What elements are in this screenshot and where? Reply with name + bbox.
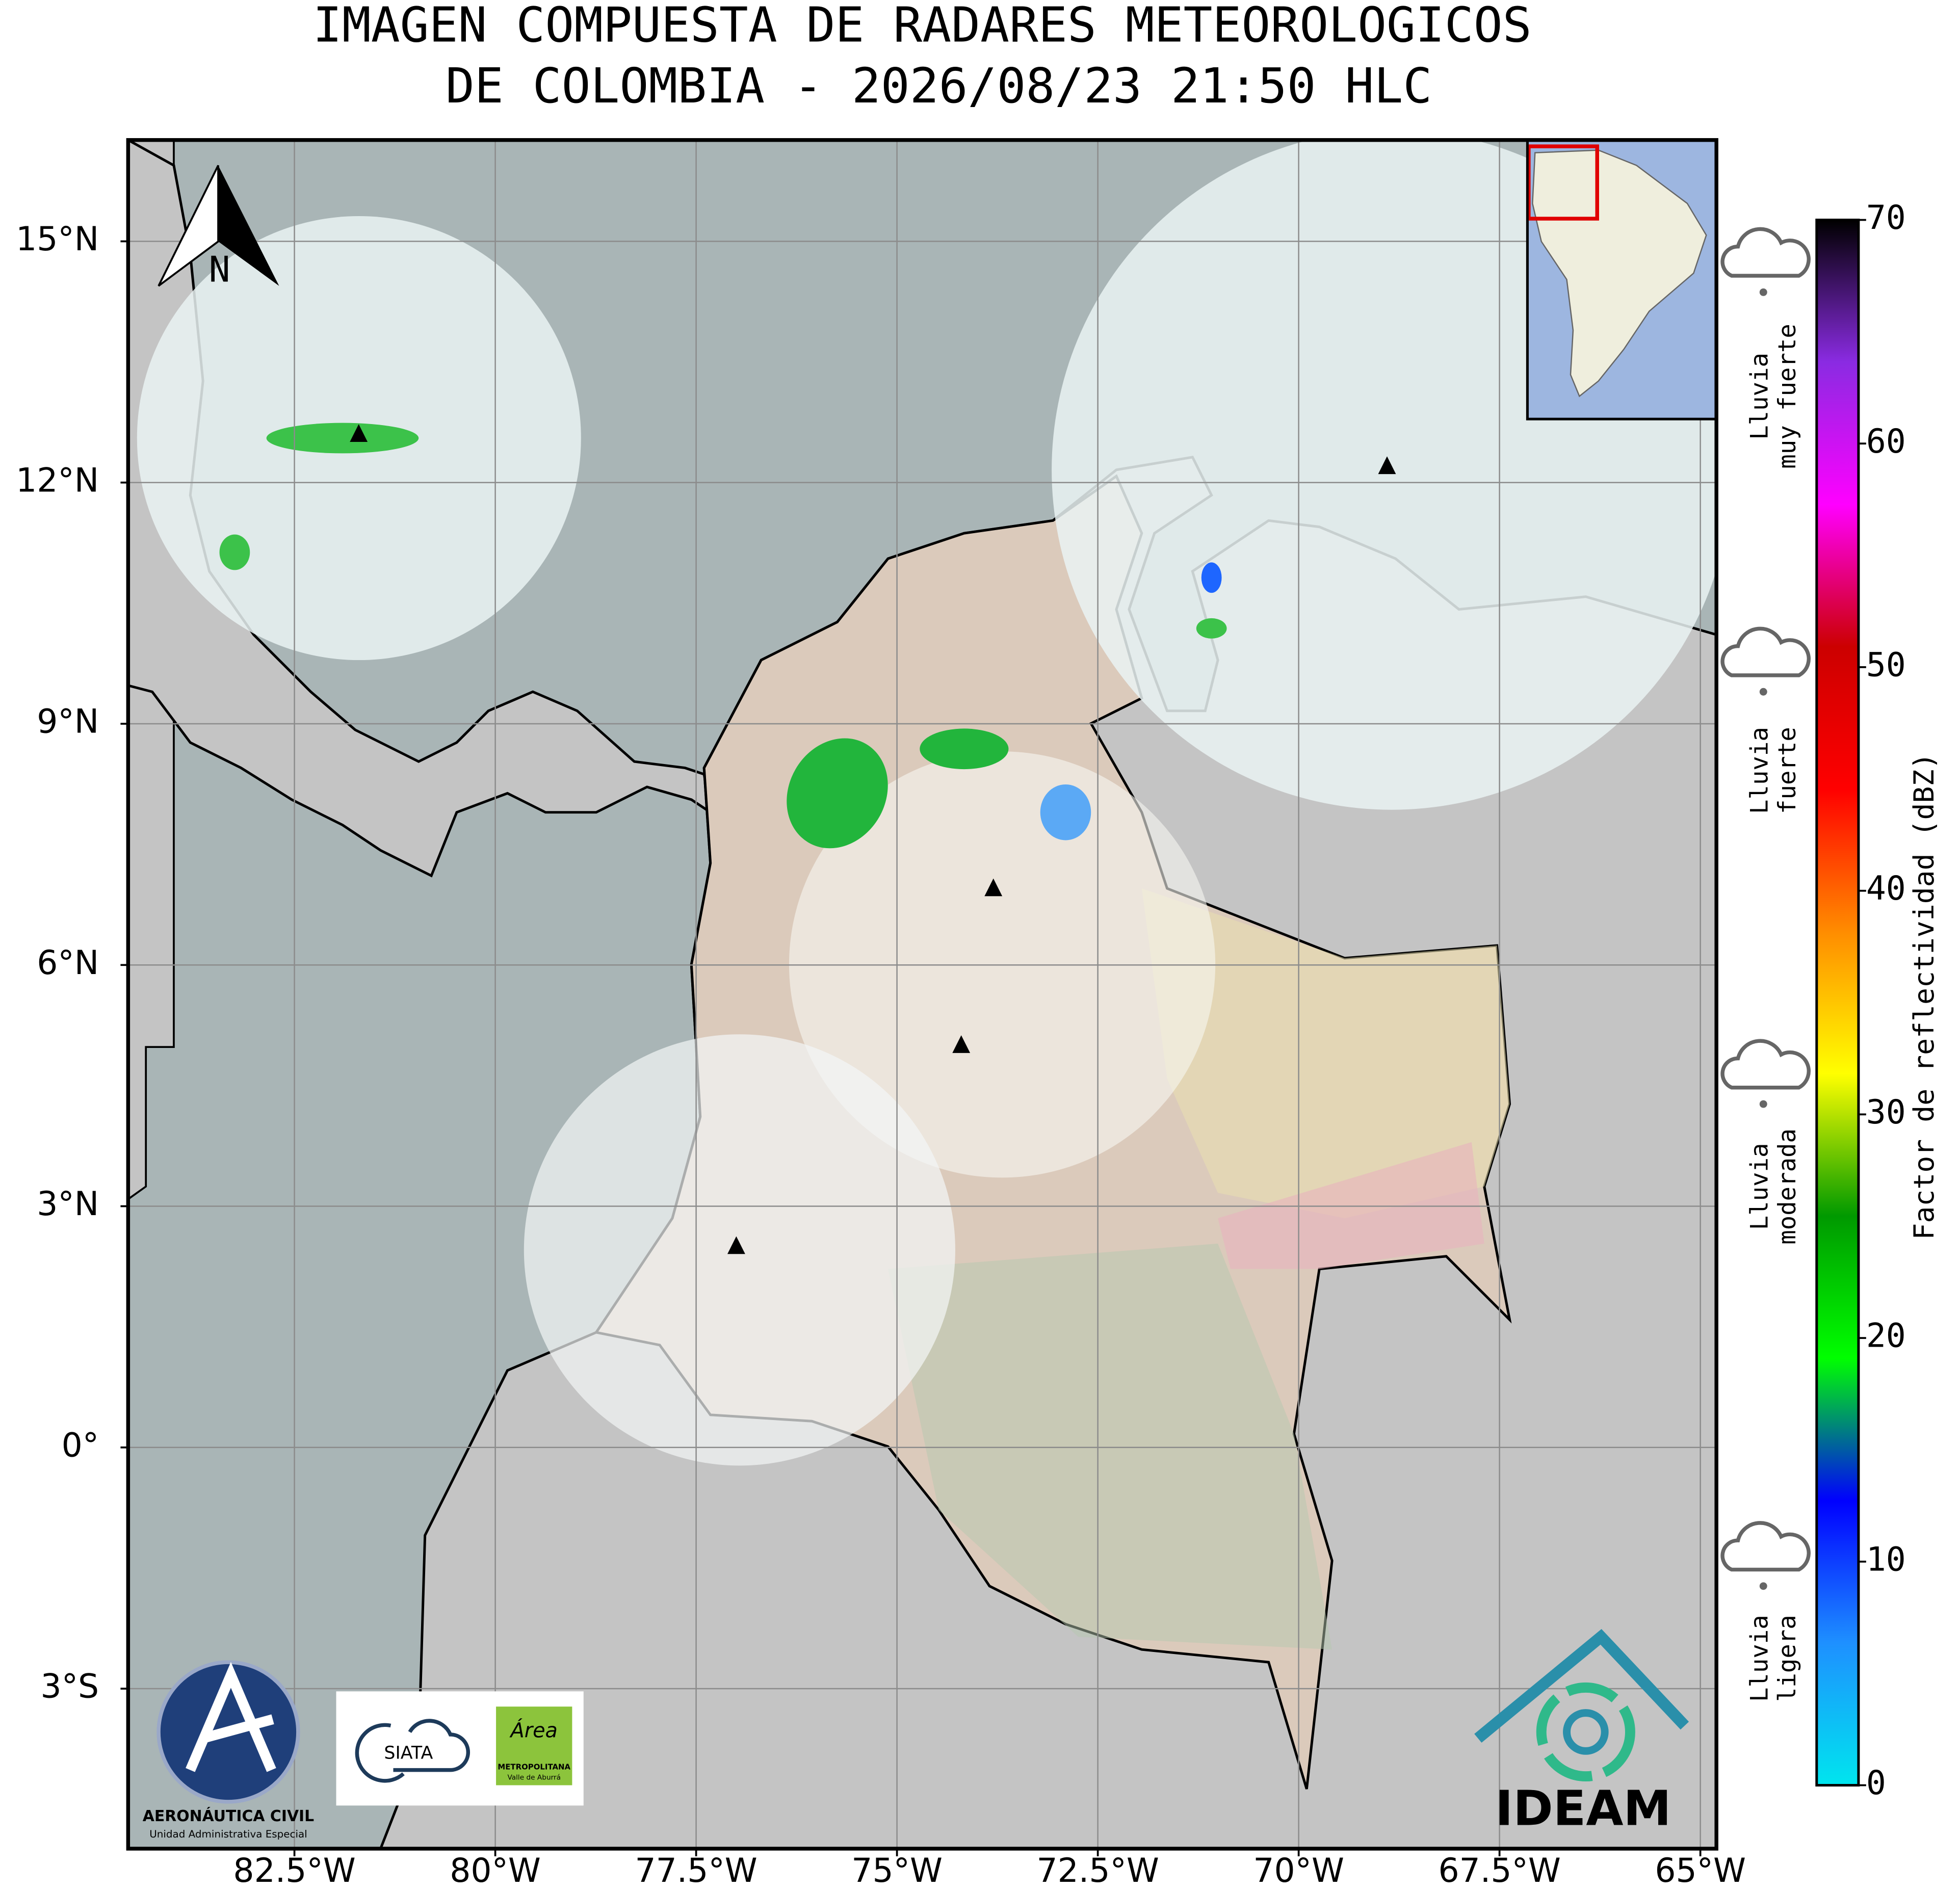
radar-sites (350, 424, 1396, 1254)
logo-subtitle: Unidad Administrativa Especial (149, 1828, 307, 1840)
x-tick-label: 77.5°W (635, 1852, 757, 1890)
logo-text: Valle de Aburrá (507, 1774, 561, 1782)
ideam-logo: IDEAM (1474, 1629, 1689, 1837)
grid (128, 140, 1717, 1849)
map-frame (126, 138, 1718, 1851)
rain-icon (1720, 1521, 1811, 1572)
y-tick-label: 6°N (37, 944, 99, 982)
colorbar-tick-label: 60 (1866, 423, 1906, 461)
y-tick-label: 9°N (37, 703, 99, 741)
colorbar: 0 10 20 30 40 50 60 70 Factor de reflectividad (… (1815, 199, 1940, 1802)
x-tick-label: 65°W (1655, 1852, 1746, 1890)
echo (787, 738, 888, 849)
axes: 82.5°W 80°W 77.5°W 75°W 72.5°W 70°W 67.5°W 65°W… (16, 220, 1746, 1890)
radar-site (984, 878, 1003, 897)
logo-text: IDEAM (1495, 1781, 1671, 1837)
inset-frame (1526, 139, 1718, 421)
title-line: IMAGEN COMPUESTA DE RADARES METEOROLOGIC… (313, 0, 1532, 54)
rain-label: ligera (1773, 1615, 1801, 1702)
rain-drop (1759, 1582, 1767, 1590)
x-tick-label: 72.5°W (1036, 1852, 1159, 1890)
region-shading (1141, 888, 1510, 1219)
logo-text: METROPOLITANA (498, 1763, 570, 1772)
logo-text: SIATA (384, 1743, 433, 1763)
radar-echoes (219, 423, 1227, 849)
x-tick-label: 80°W (450, 1852, 541, 1890)
echo (219, 534, 250, 570)
radar-site (350, 424, 368, 442)
rain-label: moderada (1773, 1128, 1801, 1245)
colorbar-fill (1815, 218, 1860, 1787)
rain-drop (1759, 288, 1767, 296)
logo-square (496, 1706, 572, 1785)
x-tick-label: 75°W (851, 1852, 943, 1890)
colorbar-tick-label: 70 (1866, 199, 1906, 237)
logo-sun (355, 1723, 405, 1783)
rain-icon (1720, 227, 1811, 278)
rain-drop (1759, 1100, 1767, 1108)
logo-mark (186, 1662, 276, 1772)
map-area (128, 140, 1717, 1849)
siata-logo: SIATA Área METROPOLITANA Valle de Aburrá (336, 1691, 584, 1806)
colorbar-tick-label: 50 (1866, 646, 1906, 684)
y-tick-label: 12°N (16, 461, 99, 500)
colorbar-label: Factor de reflectividad (dBZ) (1907, 753, 1940, 1240)
x-tick-label: 82.5°W (233, 1852, 355, 1890)
colorbar-tick-label: 40 (1866, 870, 1906, 908)
echo (1040, 784, 1091, 841)
x-tick-label: 70°W (1253, 1852, 1344, 1890)
rain-drop (1759, 688, 1767, 696)
logo-swirl (1563, 1709, 1609, 1755)
logo-roof (1474, 1629, 1689, 1743)
radar-site (727, 1236, 745, 1254)
region-shading (1218, 1142, 1484, 1269)
rain-label: Lluvia (1745, 353, 1773, 440)
y-tick-label: 0° (62, 1426, 99, 1464)
rain-label: Lluvia (1745, 1143, 1773, 1230)
colorbar-tick-label: 30 (1866, 1093, 1906, 1132)
echo (266, 423, 419, 454)
rain-label: muy fuerte (1773, 324, 1801, 469)
inset-map (1527, 140, 1717, 419)
radar-site (952, 1035, 971, 1053)
north-label: N (209, 249, 230, 291)
forest-shading (888, 1243, 1332, 1650)
echo (1196, 618, 1227, 639)
y-tick-label: 15°N (16, 220, 99, 258)
aerocivil-logo: AERONÁUTICA CIVIL Unidad Administrativa … (143, 1660, 314, 1840)
rain-icon (1720, 626, 1811, 677)
logo-name: AERONÁUTICA CIVIL (143, 1807, 314, 1825)
rain-label: Lluvia (1745, 727, 1773, 814)
logo-swirl (1536, 1682, 1635, 1782)
logo-cloud (393, 1719, 470, 1772)
x-tick-label: 67.5°W (1438, 1852, 1560, 1890)
rain-label: Lluvia (1745, 1615, 1773, 1702)
radar-site (1378, 456, 1396, 475)
colorbar-tick-label: 0 (1866, 1764, 1886, 1802)
colorbar-tick-label: 20 (1866, 1317, 1906, 1355)
rain-label: fuerte (1773, 727, 1801, 814)
y-tick-label: 3°S (41, 1668, 99, 1706)
rain-icon (1720, 1039, 1811, 1090)
logo-text: Área (509, 1718, 557, 1742)
title-line: DE COLOMBIA - 2026/08/23 21:50 HLC (446, 58, 1432, 114)
y-tick-label: 3°N (37, 1185, 99, 1223)
inset-land (1532, 149, 1707, 398)
colorbar-tick-label: 10 (1866, 1540, 1906, 1579)
echo (920, 728, 1009, 770)
echo (1201, 562, 1222, 593)
